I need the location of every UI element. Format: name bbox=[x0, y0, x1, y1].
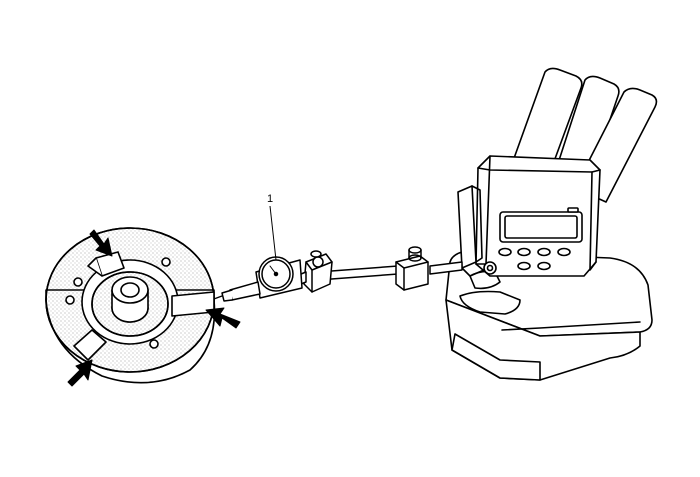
height-gauge bbox=[445, 67, 658, 381]
indicator-arm bbox=[295, 246, 463, 293]
bolt-hole bbox=[65, 295, 75, 305]
callout-1: 1 bbox=[267, 193, 277, 261]
pointer-arrow-icon bbox=[67, 359, 93, 387]
gauge-button bbox=[537, 261, 551, 271]
arm-clamp bbox=[395, 246, 429, 291]
callout-label: 1 bbox=[267, 193, 273, 205]
center-boss bbox=[111, 276, 149, 323]
bolt-hole bbox=[161, 257, 171, 267]
fixture-plate bbox=[45, 227, 216, 384]
indicator-knuckle bbox=[295, 250, 333, 293]
gauge-head bbox=[475, 155, 601, 277]
gauge-button bbox=[498, 247, 512, 257]
gauge-bracket bbox=[457, 185, 485, 277]
bolt-hole bbox=[149, 339, 159, 349]
pointer-arrow-icon bbox=[89, 229, 113, 257]
gauge-button bbox=[517, 261, 531, 271]
gauge-button bbox=[517, 247, 531, 257]
bolt-hole bbox=[73, 277, 83, 287]
pointer-arrows bbox=[67, 229, 241, 387]
gauge-button bbox=[557, 247, 571, 257]
gauge-button bbox=[537, 247, 551, 257]
dial-test-indicator bbox=[181, 256, 303, 313]
pointer-arrow-icon bbox=[205, 307, 241, 329]
